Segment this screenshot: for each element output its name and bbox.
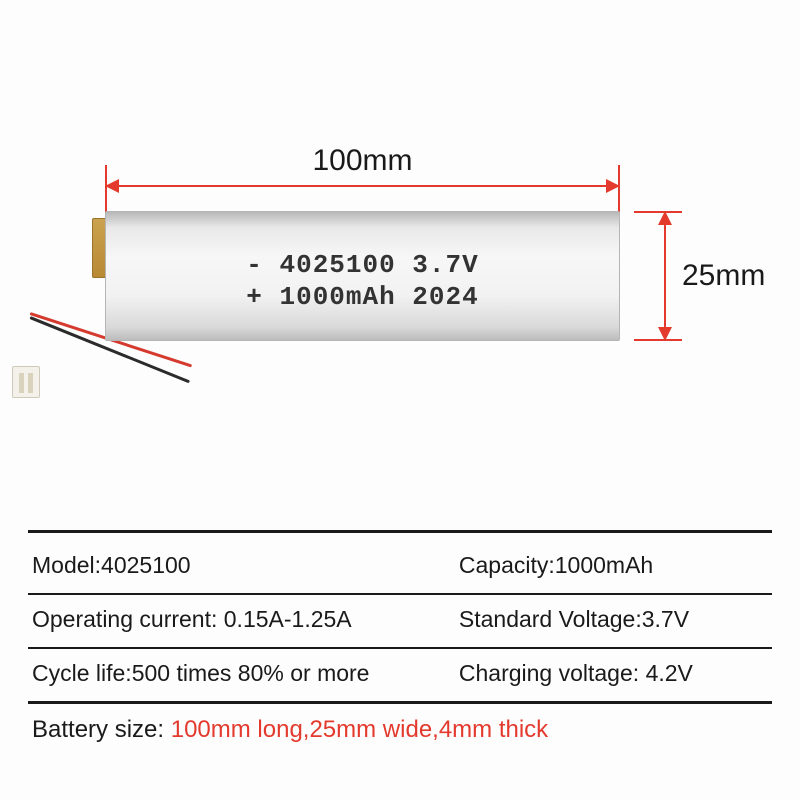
arrow-left-icon [105, 179, 119, 193]
dim-line [664, 211, 666, 341]
table-row: Operating current: 0.15A-1.25A Standard … [28, 595, 772, 649]
dim-line [105, 185, 620, 187]
spec-value: 4.2V [646, 660, 693, 686]
jst-connector-icon [12, 366, 40, 398]
spec-charging-voltage: Charging voltage: 4.2V [459, 659, 768, 689]
dimension-width: 100mm [105, 150, 620, 200]
spec-label: Operating current: [32, 606, 224, 632]
battery-terminal [92, 218, 106, 278]
dimension-height-label: 25mm [682, 259, 765, 293]
spec-value: 3.7V [642, 606, 689, 632]
spec-operating-current: Operating current: 0.15A-1.25A [32, 605, 459, 635]
battery-print-line-1: - 4025100 3.7V [106, 250, 619, 280]
spec-label: Standard Voltage: [459, 606, 642, 632]
spec-value: 500 times 80% or more [132, 660, 370, 686]
table-row: Model:4025100 Capacity:1000mAh [28, 541, 772, 595]
spec-value: 1000mAh [555, 552, 653, 578]
spec-model: Model:4025100 [32, 551, 459, 581]
spec-value: 0.15A-1.25A [224, 606, 352, 632]
spec-battery-size: Battery size: 100mm long,25mm wide,4mm t… [28, 704, 772, 744]
arrow-up-icon [658, 211, 672, 225]
battery-diagram: 100mm - 4025100 3.7V + 1000mAh 2024 25mm [0, 0, 800, 500]
table-rule [28, 530, 772, 533]
table-row: Cycle life:500 times 80% or more Chargin… [28, 649, 772, 704]
spec-capacity: Capacity:1000mAh [459, 551, 768, 581]
infographic-canvas: 100mm - 4025100 3.7V + 1000mAh 2024 25mm… [0, 0, 800, 800]
spec-standard-voltage: Standard Voltage:3.7V [459, 605, 768, 635]
spec-label: Cycle life: [32, 660, 132, 686]
spec-table: Model:4025100 Capacity:1000mAh Operating… [28, 530, 772, 744]
dimension-height: 25mm [634, 211, 774, 341]
spec-label: Charging voltage: [459, 660, 646, 686]
spec-value: 4025100 [101, 552, 191, 578]
spec-label: Battery size: [32, 716, 171, 743]
arrow-right-icon [606, 179, 620, 193]
spec-label: Model: [32, 552, 101, 578]
spec-cycle-life: Cycle life:500 times 80% or more [32, 659, 459, 689]
battery-print-line-2: + 1000mAh 2024 [106, 282, 619, 312]
spec-value: 100mm long,25mm wide,4mm thick [171, 716, 548, 743]
dimension-width-label: 100mm [105, 144, 620, 178]
battery-body: - 4025100 3.7V + 1000mAh 2024 [105, 211, 620, 341]
spec-label: Capacity: [459, 552, 555, 578]
arrow-down-icon [658, 327, 672, 341]
